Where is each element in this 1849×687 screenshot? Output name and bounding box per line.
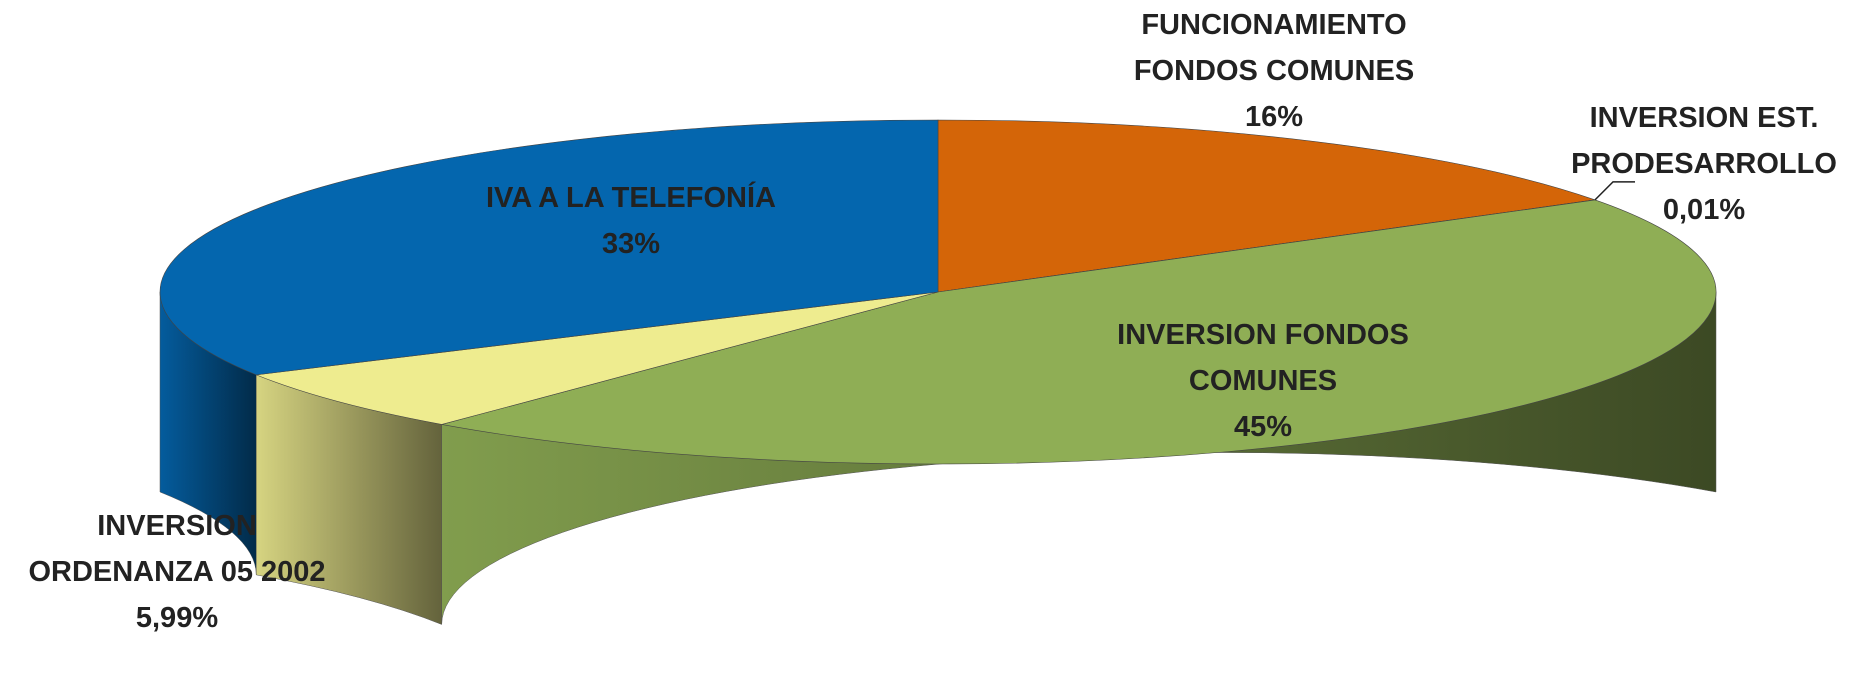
data-label: INVERSION EST. PRODESARROLLO 0,01% [1554,95,1849,233]
data-label: IVA A LA TELEFONÍA 33% [431,175,831,267]
value-label: 5,99% [135,602,219,634]
data-label: INVERSION ORDENANZA 05 2002 5,99% [2,503,352,641]
category-label: INVERSION EST. PRODESARROLLO [1571,102,1837,180]
value-label: 33% [601,228,661,260]
value-label: 45% [1233,411,1293,443]
category-label: FUNCIONAMIENTO FONDOS COMUNES [1133,9,1415,87]
category-label: INVERSION ORDENANZA 05 2002 [28,510,326,588]
slice [256,291,939,425]
data-label: INVERSION FONDOS COMUNES 45% [1083,312,1443,450]
value-label: 0,01% [1662,194,1746,226]
value-label: 16% [1244,101,1304,133]
category-label: IVA A LA TELEFONÍA [486,182,776,214]
leader-line [1594,181,1636,201]
slice [937,119,1595,293]
slice [441,199,1717,465]
data-label: FUNCIONAMIENTO FONDOS COMUNES 16% [1104,2,1444,140]
category-label: INVERSION FONDOS COMUNES [1117,319,1409,397]
slice [159,119,939,376]
